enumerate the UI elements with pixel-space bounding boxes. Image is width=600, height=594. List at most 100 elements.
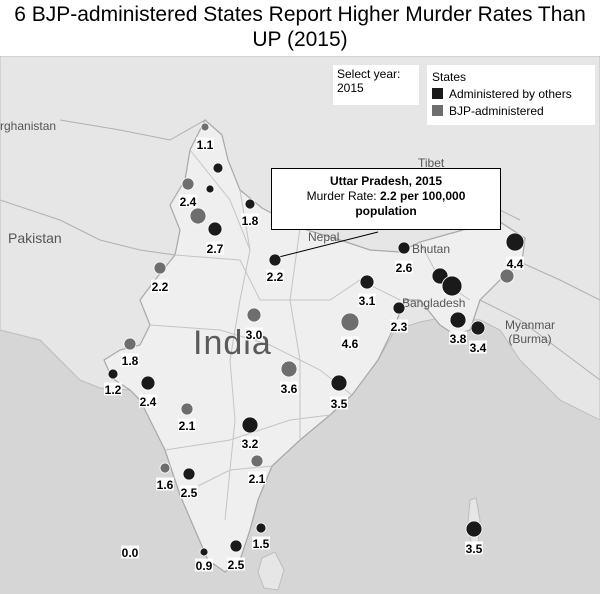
state-marker[interactable]: [280, 360, 298, 378]
legend-item-bjp[interactable]: BJP-administered: [432, 102, 590, 119]
value-label-bg: [178, 418, 196, 432]
state-value-label: 2.1: [179, 419, 196, 433]
state-marker[interactable]: [392, 301, 406, 315]
state-value-label: 3.5: [466, 542, 483, 556]
tooltip-metric: Murder Rate: 2.2 per 100,000: [272, 189, 500, 204]
state-value-label: 3.2: [242, 437, 259, 451]
state-marker[interactable]: [470, 320, 486, 336]
value-label-bg: [179, 194, 197, 208]
label-pakistan: Pakistan: [8, 230, 62, 246]
state-value-label: 3.6: [281, 382, 298, 396]
tooltip-metric-label: Murder Rate:: [306, 189, 377, 203]
value-label-bg: [252, 536, 270, 550]
state-marker[interactable]: [268, 253, 282, 267]
state-value-label: 0.0: [122, 546, 139, 560]
value-label-bg: [266, 269, 284, 283]
label-myanmar: Myanmar (Burma): [505, 318, 556, 346]
state-value-label: 1.8: [242, 214, 259, 228]
state-marker[interactable]: [397, 241, 411, 255]
state-marker[interactable]: [159, 462, 171, 474]
year-selector-value[interactable]: 2015: [337, 81, 364, 95]
value-label-bg: [121, 353, 139, 367]
value-label-bg: [227, 557, 245, 571]
legend-label-others: Administered by others: [449, 86, 572, 101]
state-marker[interactable]: [123, 337, 137, 351]
value-label-bg: [121, 545, 139, 559]
legend-swatch-bjp: [432, 105, 443, 116]
value-label-bg: [341, 336, 359, 350]
value-label-bg: [395, 260, 413, 274]
state-marker[interactable]: [182, 467, 196, 481]
state-value-label: 2.1: [249, 472, 266, 486]
state-value-label: 2.5: [181, 486, 198, 500]
legend: States Administered by others BJP-admini…: [427, 65, 595, 125]
label-nepal: Nepal: [308, 230, 340, 244]
label-bangladesh: Bangladesh: [402, 296, 466, 310]
state-marker[interactable]: [246, 307, 262, 323]
state-marker[interactable]: [181, 177, 195, 191]
state-marker[interactable]: [229, 539, 243, 553]
state-value-label: 2.4: [180, 195, 197, 209]
value-label-bg: [465, 541, 483, 555]
state-value-label: 0.9: [196, 559, 213, 573]
value-label-bg: [245, 327, 263, 341]
state-marker[interactable]: [180, 402, 194, 416]
value-label-bg: [151, 279, 169, 293]
state-marker[interactable]: [359, 274, 375, 290]
state-marker[interactable]: [205, 184, 215, 194]
state-marker[interactable]: [330, 374, 348, 392]
state-marker[interactable]: [153, 261, 167, 275]
state-marker[interactable]: [212, 162, 224, 174]
state-marker[interactable]: [499, 268, 515, 284]
year-selector[interactable]: Select year: 2015: [333, 65, 419, 105]
state-marker[interactable]: [189, 207, 207, 225]
label-afghanistan: rghanistan: [0, 119, 57, 133]
state-marker[interactable]: [340, 312, 360, 332]
tooltip-metric-unit: population: [355, 204, 417, 218]
land-sri-lanka: [257, 551, 285, 591]
state-value-label: 4.4: [507, 257, 524, 271]
label-bhutan: Bhutan: [412, 242, 451, 256]
state-marker[interactable]: [107, 368, 119, 380]
value-label-bg: [139, 394, 157, 408]
value-label-bg: [330, 396, 348, 410]
state-marker[interactable]: [140, 375, 156, 391]
state-marker[interactable]: [465, 520, 483, 538]
state-value-label: 1.6: [157, 478, 174, 492]
value-label-bg: [449, 331, 467, 345]
state-marker[interactable]: [199, 547, 209, 557]
legend-title: States: [432, 69, 467, 84]
state-value-label: 2.4: [140, 395, 157, 409]
value-label-bg: [248, 471, 266, 485]
legend-item-others[interactable]: Administered by others: [432, 85, 590, 102]
state-value-label: 3.8: [450, 332, 467, 346]
tooltip-title: Uttar Pradesh, 2015: [329, 174, 443, 188]
value-label-bg: [280, 381, 298, 395]
state-marker[interactable]: [255, 522, 267, 534]
year-selector-label: Select year:: [337, 67, 401, 81]
map-area[interactable]: rghanistan Pakistan Tibet Nepal Bhutan B…: [0, 56, 600, 594]
tooltip-leader-line: [274, 231, 379, 259]
value-label-bg: [206, 241, 224, 255]
state-marker[interactable]: [505, 232, 525, 252]
state-marker[interactable]: [250, 454, 264, 468]
value-label-bg: [358, 293, 376, 307]
state-marker[interactable]: [244, 198, 256, 210]
value-label-bg: [390, 319, 408, 333]
tooltip: Uttar Pradesh, 2015 Murder Rate: 2.2 per…: [271, 168, 501, 230]
value-label-bg: [104, 382, 122, 396]
state-value-label: 2.5: [228, 558, 245, 572]
state-value-label: 1.1: [197, 138, 214, 152]
state-marker[interactable]: [207, 221, 223, 237]
state-marker[interactable]: [241, 416, 259, 434]
state-marker[interactable]: [200, 122, 210, 132]
label-tibet: Tibet: [418, 156, 445, 170]
value-label-bg: [180, 485, 198, 499]
legend-swatch-others: [432, 88, 443, 99]
state-value-label: 2.6: [396, 261, 413, 275]
value-label-bg: [241, 436, 259, 450]
state-marker[interactable]: [441, 275, 463, 297]
state-value-label: 3.4: [470, 341, 487, 355]
state-value-label: 2.7: [207, 242, 224, 256]
state-marker[interactable]: [449, 311, 467, 329]
